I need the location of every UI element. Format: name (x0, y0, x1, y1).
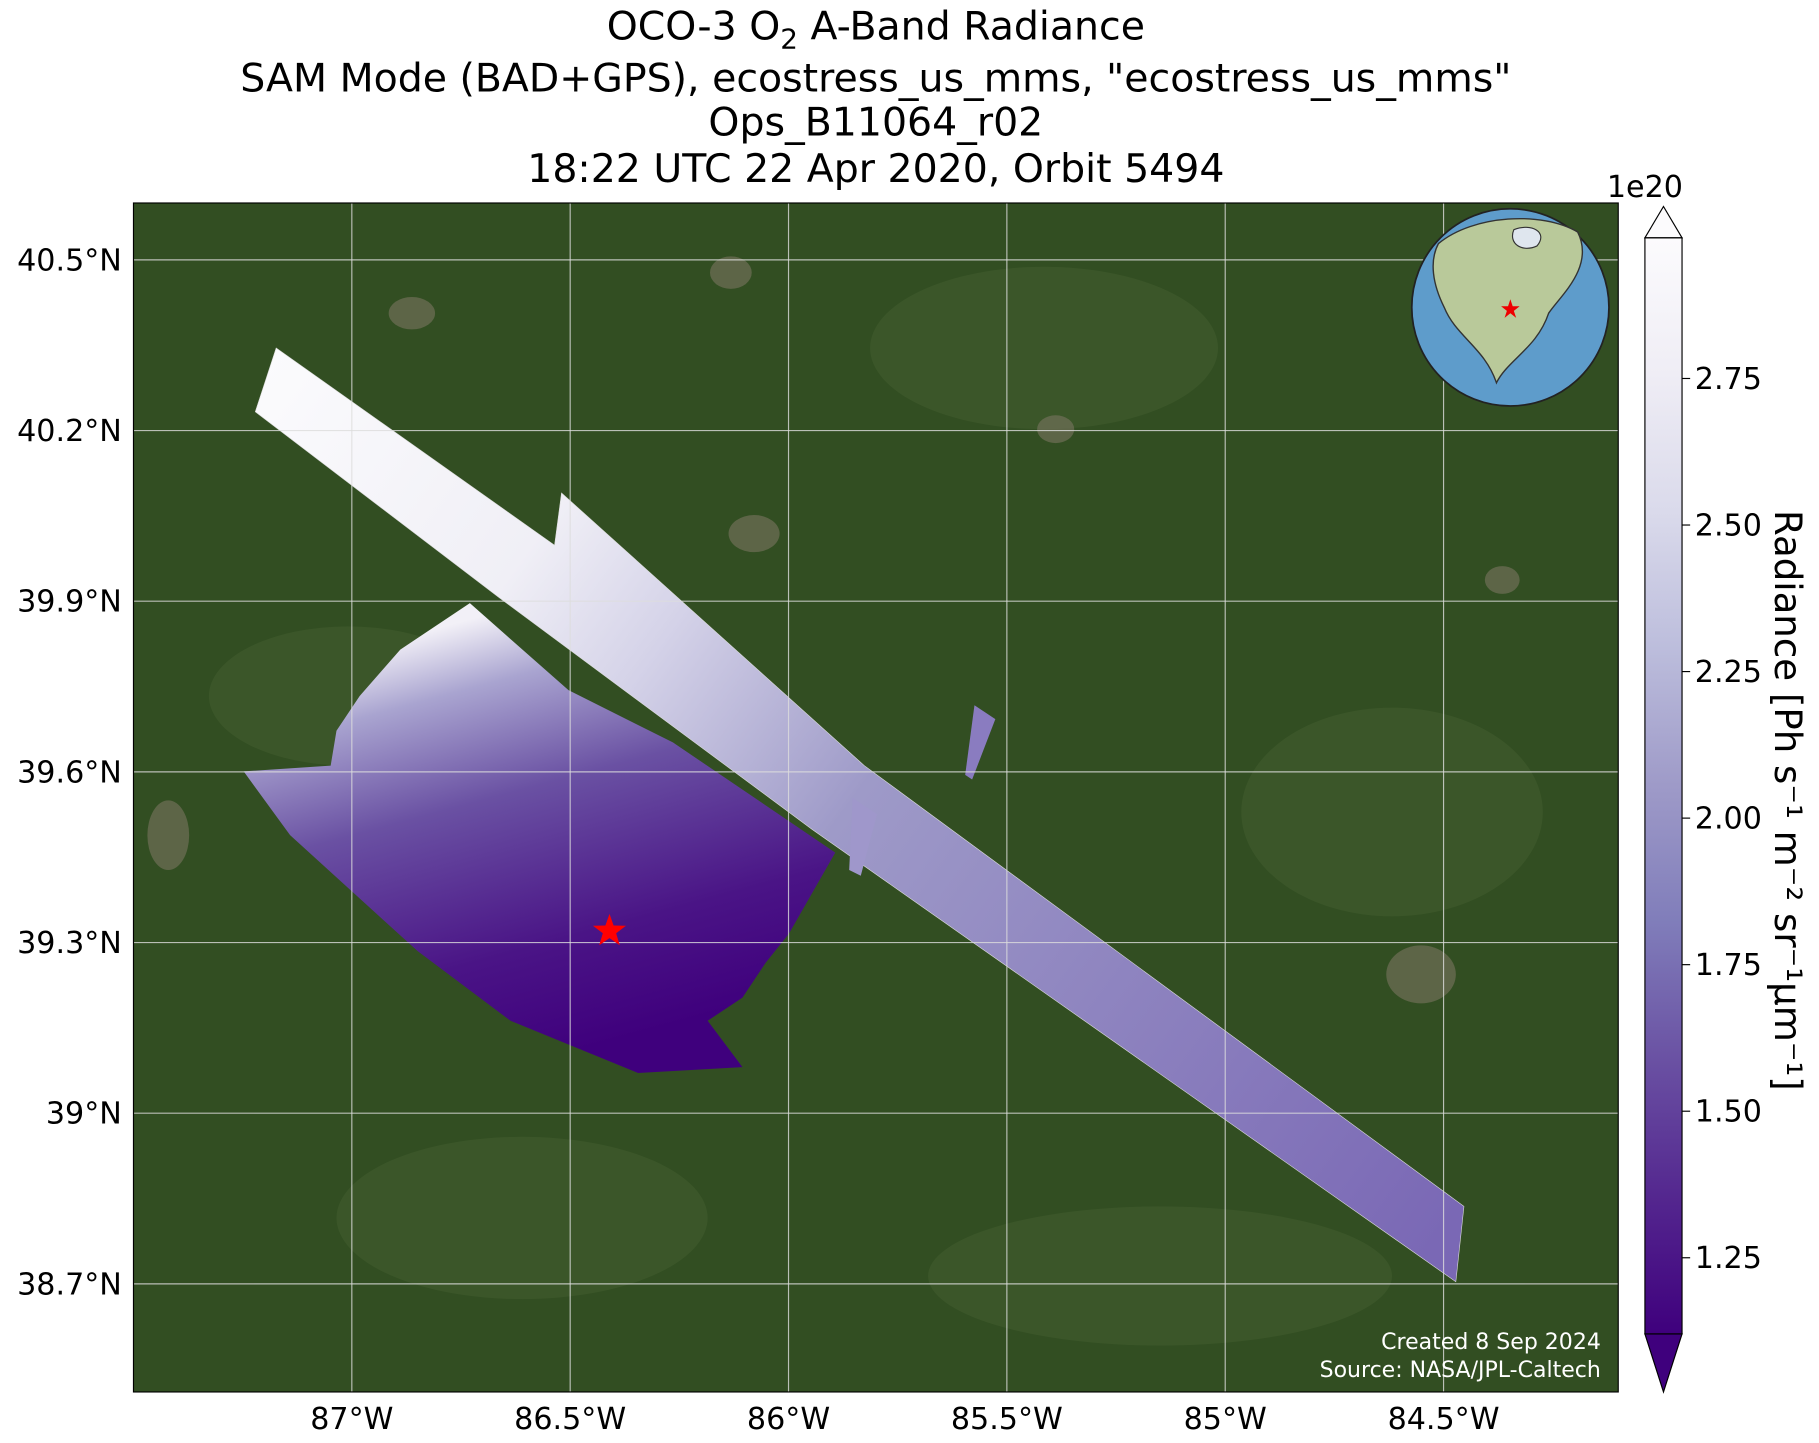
colorbar-tick-label: 2.25 (1695, 655, 1762, 690)
colorbar-tick-label: 2.50 (1695, 508, 1762, 543)
subtitle: Ops_B11064_r02 (708, 100, 1043, 146)
inset-globe (1410, 207, 1610, 407)
subtitle: 18:22 UTC 22 Apr 2020, Orbit 5494 (527, 146, 1224, 192)
x-tick-label: 84.5°W (1388, 1402, 1500, 1437)
y-tick-label: 38.7°N (17, 1267, 122, 1302)
x-tick-label: 85°W (1184, 1402, 1267, 1437)
swath (965, 705, 996, 780)
credit: Created 8 Sep 2024 (1381, 1330, 1601, 1355)
colorbar-tick-label: 1.25 (1695, 1241, 1762, 1276)
y-tick-label: 39°N (46, 1097, 122, 1132)
title: OCO-3 O2 A-Band Radiance (607, 3, 1145, 55)
title-subscript: 2 (780, 23, 798, 56)
colorbar-tick-label: 1.50 (1695, 1095, 1762, 1130)
y-tick-label: 39.3°N (17, 926, 122, 961)
target-marker (592, 913, 627, 946)
x-tick-label: 87°W (310, 1402, 393, 1437)
colorbar-label: Radiance [Ph s⁻¹ m⁻² sr⁻¹μm⁻¹] (1766, 510, 1809, 1091)
y-tick-label: 39.9°N (17, 585, 122, 620)
map-frame (132, 202, 1619, 1393)
colorbar-tick-label: 2.75 (1695, 362, 1762, 397)
colorbar-extend-top (1643, 205, 1684, 239)
x-tick-label: 86.5°W (514, 1402, 626, 1437)
globe-marker (1501, 299, 1520, 318)
y-tick-label: 40.2°N (17, 414, 122, 449)
colorbar-frame (1644, 237, 1683, 1335)
y-tick-label: 39.6°N (17, 755, 122, 790)
x-tick-label: 85.5°W (951, 1402, 1063, 1437)
grid (133, 202, 1619, 1392)
title-text: A-Band Radiance (798, 3, 1145, 49)
colorbar-tick-label: 1.75 (1695, 948, 1762, 983)
labels: 87°W 86.5°W 86°W 85.5°W 85°W 84.5°W 38.7°N 39°N… (17, 243, 1499, 1437)
swath (243, 603, 836, 1073)
credit: Source: NASA/JPL-Caltech (1320, 1358, 1601, 1383)
colorbar-tick-label: 2.00 (1695, 802, 1762, 837)
land (1432, 218, 1584, 385)
colorbar (1644, 237, 1683, 1334)
cities (147, 256, 1520, 1004)
ice (1511, 226, 1542, 249)
colorbar-exponent: 1e20 (1607, 170, 1683, 205)
x-tick-label: 86°W (747, 1402, 830, 1437)
y-tick-label: 40.5°N (17, 243, 122, 278)
title-text: OCO-3 O (607, 3, 781, 49)
subtitle: SAM Mode (BAD+GPS), ecostress_us_mms, "e… (240, 56, 1511, 102)
map-area (133, 202, 1619, 1392)
swath (849, 798, 878, 876)
colorbar-extend-bottom (1644, 1333, 1683, 1394)
